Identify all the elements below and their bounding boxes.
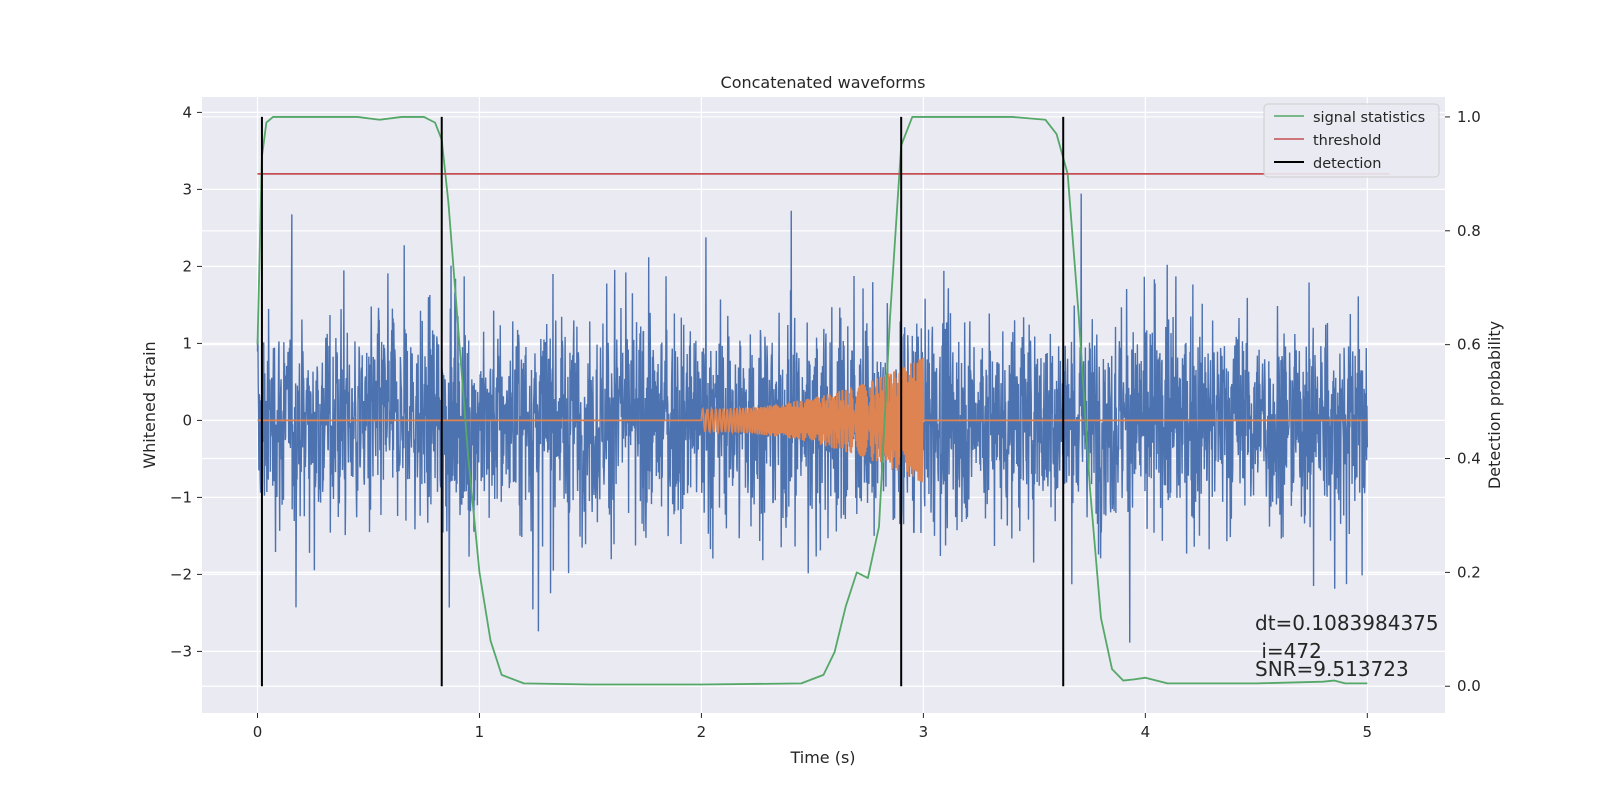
y-tick-label: 4 [182, 103, 192, 121]
y-tick-label: 3 [182, 180, 192, 198]
legend-label-threshold: threshold [1313, 133, 1381, 149]
legend-label-signal-statistics: signal statistics [1313, 110, 1425, 126]
x-tick-label: 4 [1141, 723, 1151, 741]
right-tick-label: 0.4 [1457, 450, 1481, 468]
annotation-index: i=472 [1255, 639, 1322, 663]
x-tick-label: 1 [475, 723, 485, 741]
right-axis-ticks: 0.0 0.2 0.4 0.6 0.8 1.0 [1445, 108, 1481, 695]
statistics-overlay [256, 116, 1390, 687]
right-tick-label: 0.0 [1457, 677, 1481, 695]
x-tick-label: 3 [919, 723, 929, 741]
right-tick-label: 0.8 [1457, 222, 1481, 240]
y-tick-label: −3 [170, 642, 192, 660]
y-tick-label: 0 [182, 411, 192, 429]
x-tick-label: 2 [697, 723, 707, 741]
y-axis-ticks: −3 −2 −1 0 1 2 3 4 [170, 103, 202, 660]
right-tick-label: 1.0 [1457, 108, 1481, 126]
y-tick-label: −2 [170, 565, 192, 583]
x-axis-ticks: 0 1 2 3 4 5 [253, 713, 1372, 741]
x-axis-label: Time (s) [789, 748, 855, 767]
legend-box [1263, 103, 1440, 178]
annotation-dt: dt=0.1083984375 [1255, 611, 1439, 635]
y-axis-label: Whitened strain [140, 341, 159, 468]
legend-label-detection: detection [1313, 156, 1381, 172]
right-tick-label: 0.6 [1457, 336, 1481, 354]
right-axis-label: Detection probability [1485, 321, 1504, 489]
x-tick-label: 0 [253, 723, 263, 741]
annotation-snr: SNR=9.513723 [1255, 657, 1409, 681]
x-tick-label: 5 [1363, 723, 1373, 741]
y-tick-label: 2 [182, 257, 192, 275]
right-tick-label: 0.2 [1457, 563, 1481, 581]
y-tick-label: 1 [182, 334, 192, 352]
y-tick-label: −1 [170, 488, 192, 506]
signal-statistics-line [256, 116, 1368, 686]
legend: signal statistics threshold detection [1263, 103, 1440, 178]
chart-title: Concatenated waveforms [721, 73, 926, 92]
